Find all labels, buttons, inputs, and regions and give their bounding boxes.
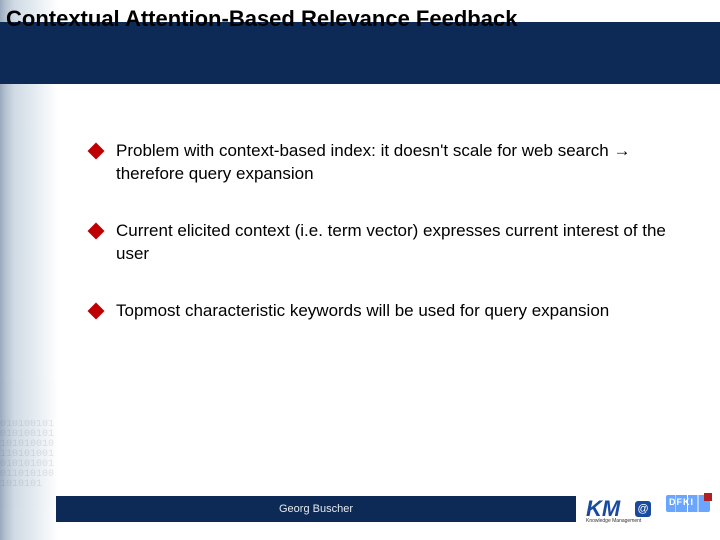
dfki-red-accent	[704, 493, 712, 501]
logo-area: KM Knowledge Management @ DFKI	[586, 490, 710, 528]
bullet-item: Topmost characteristic keywords will be …	[90, 300, 690, 323]
diamond-bullet-icon	[88, 302, 105, 319]
slide: Digitale Bibliotheken Artificial Intelli…	[0, 0, 720, 540]
bullet-text: Problem with context-based index: it doe…	[116, 140, 690, 186]
km-logo: KM Knowledge Management	[586, 496, 620, 522]
bullet-text: Current elicited context (i.e. term vect…	[116, 220, 690, 266]
sidebar-binary-text: 0101001010101001011010100101101010010101…	[0, 420, 58, 540]
dfki-logo: DFKI	[666, 495, 710, 523]
footer-author: Georg Buscher	[279, 503, 353, 515]
diamond-bullet-icon	[88, 222, 105, 239]
at-badge-icon: @	[635, 501, 651, 517]
km-logo-subtext: Knowledge Management	[586, 518, 641, 524]
bullet-item: Current elicited context (i.e. term vect…	[90, 220, 690, 266]
content-area: Problem with context-based index: it doe…	[90, 140, 690, 357]
bullet-text: Topmost characteristic keywords will be …	[116, 300, 609, 323]
slide-title: Contextual Attention-Based Relevance Fee…	[6, 6, 517, 32]
bullet-item: Problem with context-based index: it doe…	[90, 140, 690, 186]
at-symbol: @	[638, 503, 649, 515]
footer-bar: Georg Buscher	[56, 496, 576, 522]
diamond-bullet-icon	[88, 143, 105, 160]
dfki-text: DFKI	[669, 497, 694, 507]
